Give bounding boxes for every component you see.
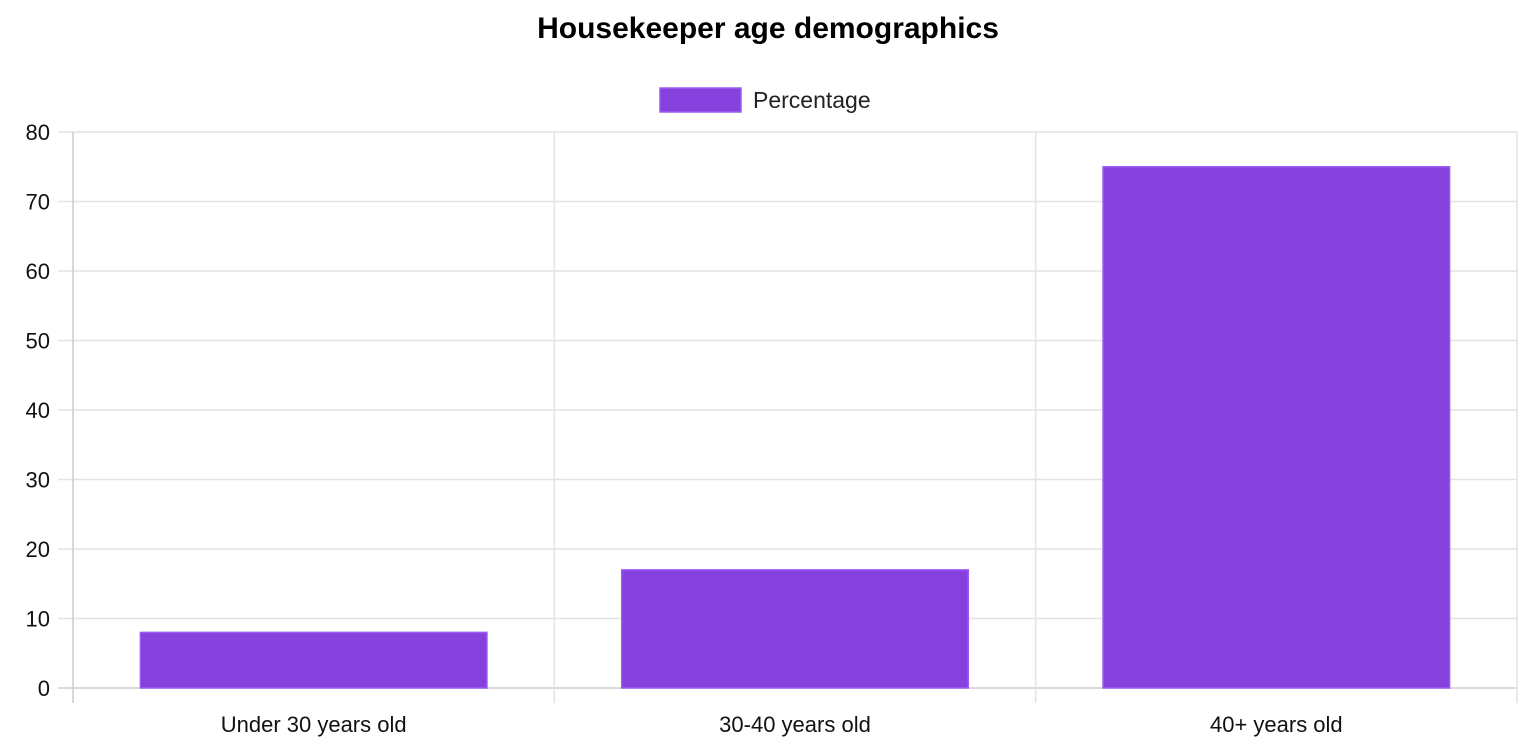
y-tick-label: 30 [26,468,50,493]
y-tick-label: 60 [26,259,50,284]
y-tick-label: 50 [26,329,50,354]
x-axis-ticks: Under 30 years old 30-40 years old 40+ yea… [221,712,1343,737]
legend-swatch-percentage [659,87,742,113]
y-tick-label: 40 [26,398,50,423]
x-tick-label: 40+ years old [1210,712,1343,737]
x-tick-label: Under 30 years old [221,712,407,737]
legend-label-percentage: Percentage [753,87,871,113]
y-tick-label: 80 [26,120,50,145]
bar[interactable] [1102,166,1451,689]
legend[interactable]: Percentage [659,87,871,113]
y-tick-label: 70 [26,190,50,215]
y-tick-label: 10 [26,607,50,632]
y-tick-label: 0 [38,676,50,701]
bar[interactable] [620,569,970,689]
chart-title: Housekeeper age demographics [537,12,999,45]
grid [58,131,1518,703]
y-tick-label: 20 [26,537,50,562]
y-axis-ticks: 0 10 20 30 40 50 60 70 80 [26,120,50,701]
bars [139,166,1451,689]
bar[interactable] [139,631,488,689]
x-tick-label: 30-40 years old [719,712,871,737]
